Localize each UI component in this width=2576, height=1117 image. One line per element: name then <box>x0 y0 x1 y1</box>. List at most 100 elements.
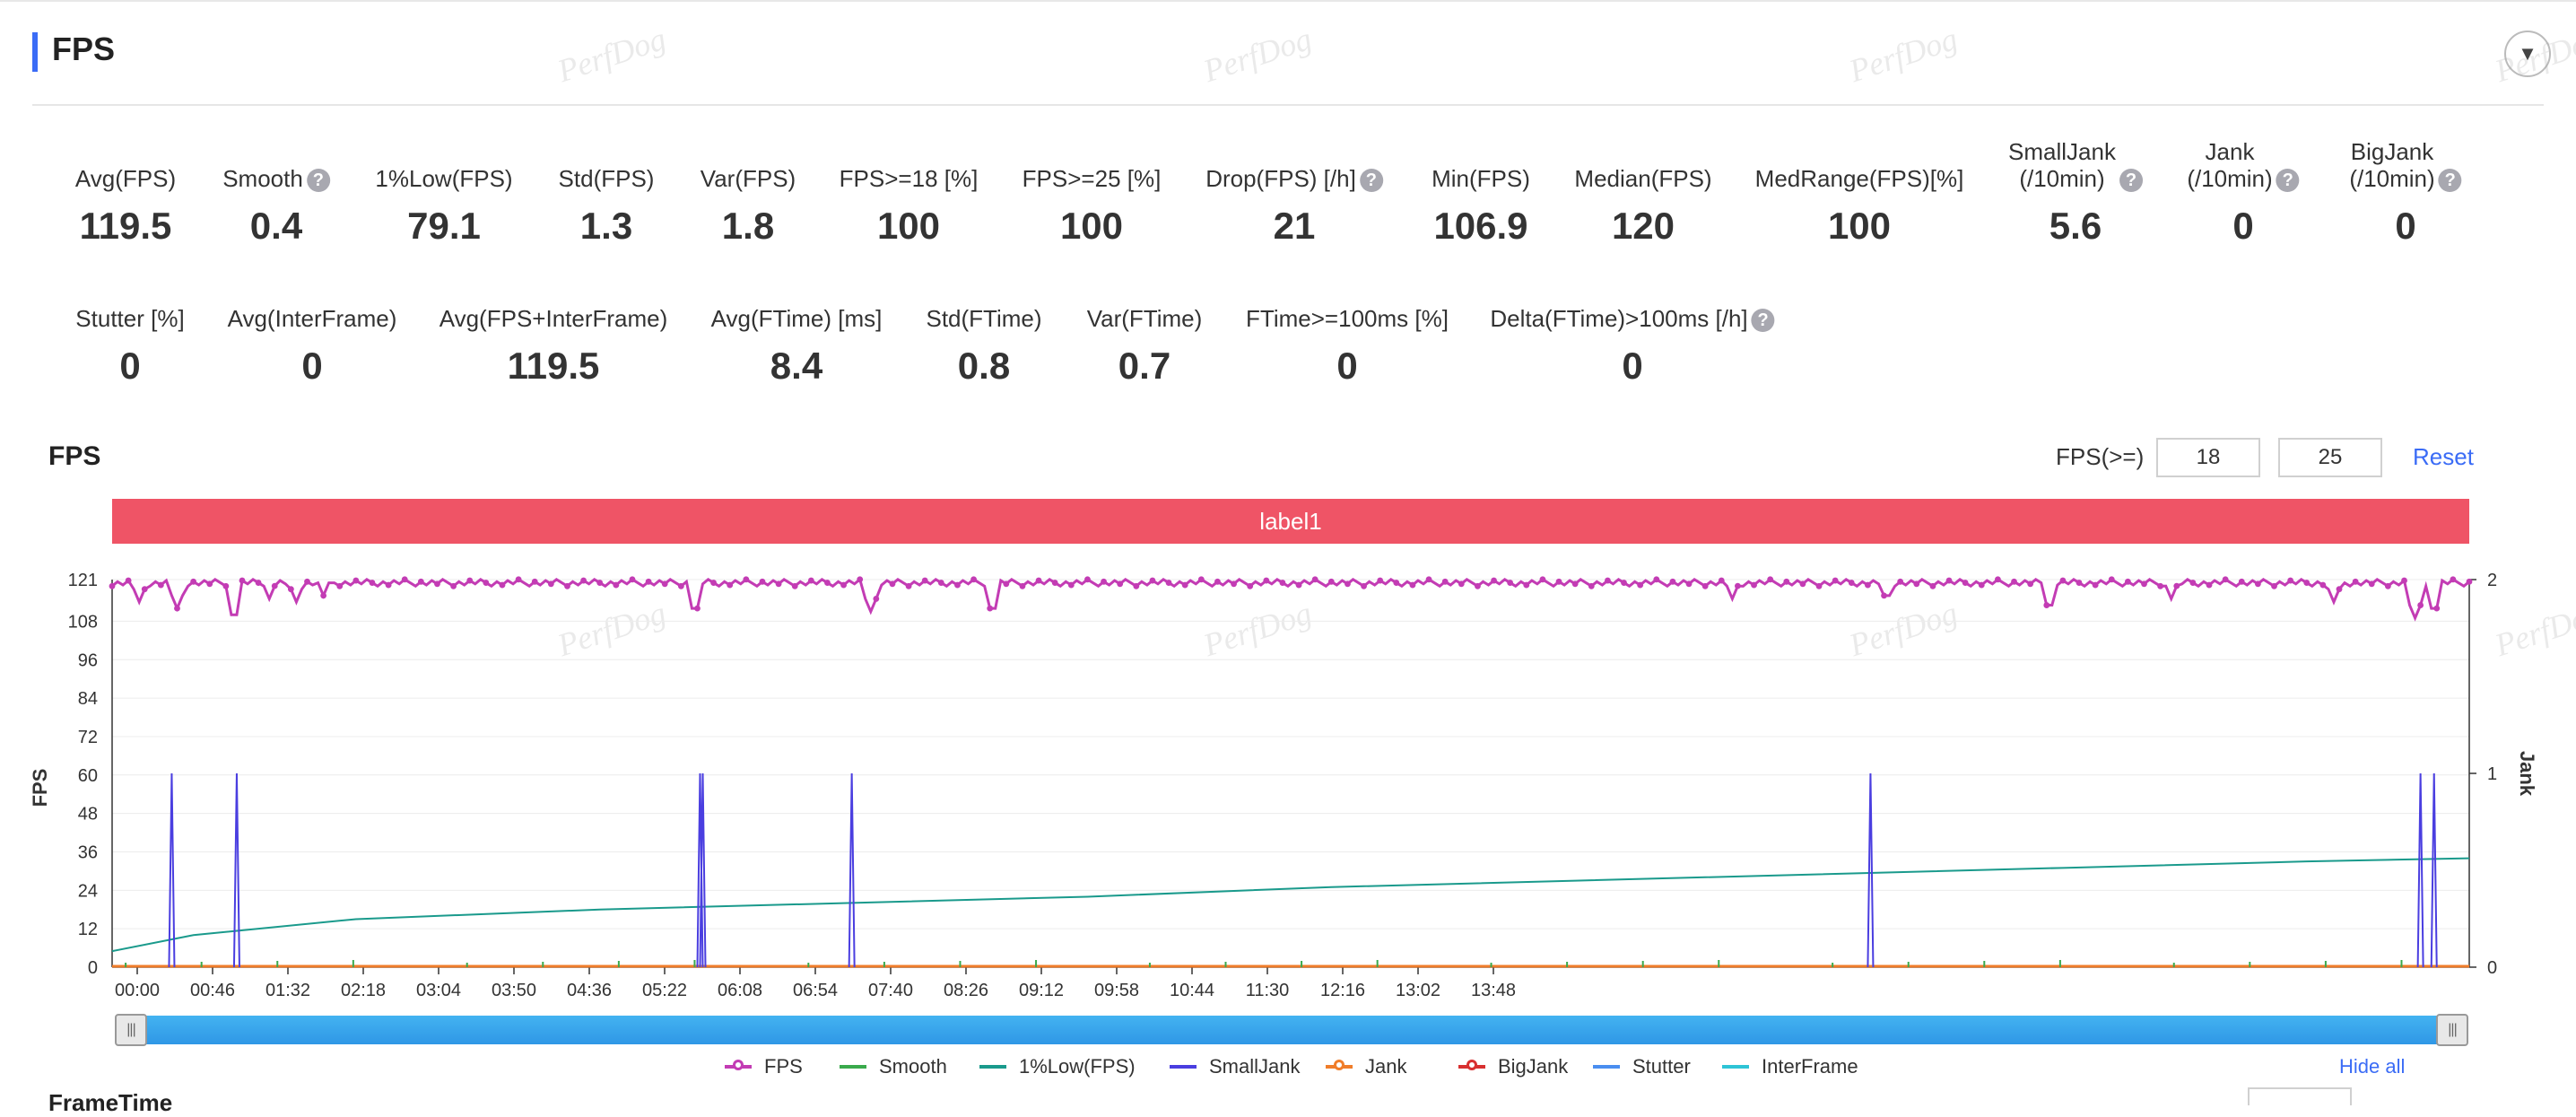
stat-label: Min(FPS) <box>1432 165 1530 192</box>
stat-value: 0 <box>2232 205 2254 247</box>
fps-data-point <box>629 576 636 583</box>
fps-data-point <box>1149 577 1156 584</box>
y2-axis-label: Jank <box>2516 751 2538 797</box>
x-tick-label: 07:40 <box>868 981 913 1000</box>
legend-swatch-icon <box>1326 1060 1353 1070</box>
stat-1-9: Median(FPS) 120 <box>1574 165 1711 248</box>
legend-item[interactable]: BigJank <box>1458 1055 1568 1078</box>
stat-value: 5.6 <box>2049 205 2102 247</box>
x-tick-label: 09:12 <box>1019 981 1064 1000</box>
fps-data-point <box>1718 577 1725 584</box>
y-tick-label: 108 <box>68 612 98 632</box>
fps-threshold-input-1[interactable] <box>2156 438 2260 477</box>
fps-data-point <box>401 576 408 583</box>
series-smalljank-spike <box>848 772 856 968</box>
stat-label: MedRange(FPS)[%] <box>1754 165 1964 192</box>
stat-2-0: Stutter [%] 0 <box>75 305 184 388</box>
frametime-threshold-input[interactable] <box>2248 1087 2352 1105</box>
stat-label: Avg(FTime) [ms] <box>710 305 883 332</box>
fps-data-point <box>1995 576 2001 583</box>
fps-data-point <box>125 577 132 584</box>
fps-data-point <box>1555 578 1562 585</box>
fps-data-point <box>1669 578 1676 585</box>
fps-data-point <box>1165 580 1172 586</box>
stat-1-6: FPS>=25 [%] 100 <box>1023 165 1162 248</box>
label-band[interactable]: label1 <box>112 499 2469 544</box>
legend-item[interactable]: Stutter <box>1593 1055 1691 1078</box>
help-icon[interactable]: ? <box>2438 169 2462 192</box>
series-smalljank-spike <box>699 772 707 968</box>
legend-item[interactable]: Smooth <box>840 1055 947 1078</box>
stat-1-4: Var(FPS) 1.8 <box>701 165 796 248</box>
stat-1-12: Jank (/10min)? 0 <box>2187 138 2300 248</box>
fps-data-point <box>987 605 994 612</box>
stat-1-1: Smooth? 0.4 <box>222 165 330 248</box>
fps-data-point <box>1003 580 1010 588</box>
help-icon[interactable]: ? <box>2119 169 2143 192</box>
legend-swatch-icon <box>1458 1060 1485 1070</box>
zoom-slider-track[interactable] <box>115 1016 2468 1044</box>
legend-swatch-icon <box>725 1060 752 1070</box>
stat-label: Smooth? <box>222 165 330 192</box>
stat-1-0: Avg(FPS) 119.5 <box>75 165 176 248</box>
fps-data-point <box>2059 577 2067 584</box>
stat-value: 1.3 <box>579 205 633 247</box>
stat-value: 120 <box>1611 205 1675 247</box>
stat-label: Std(FPS) <box>558 165 655 192</box>
legend-label: 1%Low(FPS) <box>1019 1055 1136 1078</box>
stat-label: Drop(FPS) [/h]? <box>1205 165 1383 192</box>
series-smalljank-spike <box>232 772 240 968</box>
fps-data-point <box>1263 577 1270 584</box>
help-icon[interactable]: ? <box>306 169 330 192</box>
stat-label: 1%Low(FPS) <box>375 165 513 192</box>
stat-1-2: 1%Low(FPS) 79.1 <box>375 165 512 248</box>
fps-threshold-input-2[interactable] <box>2278 438 2382 477</box>
legend-item[interactable]: 1%Low(FPS) <box>979 1055 1136 1078</box>
stat-value: 119.5 <box>507 345 600 387</box>
zoom-slider-handle-right[interactable]: ||| <box>2436 1014 2468 1046</box>
legend-item[interactable]: FPS <box>725 1055 803 1078</box>
hide-all-link[interactable]: Hide all <box>2339 1055 2406 1078</box>
fps-data-point <box>1799 580 1806 588</box>
stat-value: 100 <box>1827 205 1892 247</box>
fps-data-point <box>1491 577 1497 584</box>
legend-item[interactable]: Jank <box>1326 1055 1406 1078</box>
reset-link[interactable]: Reset <box>2413 443 2474 470</box>
stat-label: FPS>=18 [%] <box>839 165 979 192</box>
fps-data-point <box>1767 576 1774 583</box>
fps-data-point <box>2336 586 2343 593</box>
help-icon[interactable]: ? <box>1359 169 1383 192</box>
fps-data-point <box>1539 576 1546 583</box>
fps-data-point <box>791 582 798 589</box>
stat-label: Var(FPS) <box>700 165 796 192</box>
fps-data-point <box>417 578 424 585</box>
stat-value: 0.8 <box>957 345 1011 387</box>
fps-data-point <box>1393 580 1400 586</box>
series-smalljank-spike <box>2430 772 2438 968</box>
stat-value: 0 <box>1622 345 1643 387</box>
x-tick-label: 09:58 <box>1094 981 1139 1000</box>
fps-data-point <box>840 581 847 589</box>
help-icon[interactable]: ? <box>1751 309 1775 332</box>
legend-item[interactable]: SmallJank <box>1170 1055 1300 1078</box>
fps-data-point <box>2254 580 2261 588</box>
fps-data-point <box>2303 580 2311 586</box>
fps-data-point <box>531 578 538 585</box>
help-icon[interactable]: ? <box>2276 169 2300 192</box>
fps-data-point <box>320 592 327 599</box>
page-title: FPS <box>52 31 116 67</box>
fps-data-point <box>1978 581 1985 589</box>
stat-label: SmallJank (/10min)? <box>2008 138 2143 192</box>
y-tick-label: 96 <box>78 650 98 670</box>
collapse-button[interactable]: ▼ <box>2504 31 2551 77</box>
zoom-slider-handle-left[interactable]: ||| <box>115 1014 147 1046</box>
fps-data-point <box>2433 605 2441 612</box>
fps-data-point <box>2271 582 2277 589</box>
legend-item[interactable]: InterFrame <box>1722 1055 1858 1078</box>
fps-data-point <box>1345 580 1351 588</box>
fps-data-point <box>1945 577 1953 584</box>
y-axis-label: FPS <box>29 769 51 807</box>
fps-data-point <box>694 605 701 612</box>
fps-data-point <box>1458 580 1465 588</box>
